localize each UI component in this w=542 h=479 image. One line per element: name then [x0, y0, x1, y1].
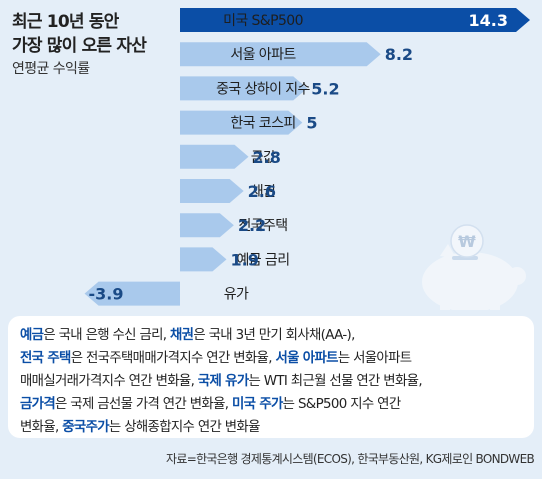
- note-line: 금가격은 국제 금선물 가격 연간 변화율, 미국 주가는 S&P500 지수 …: [20, 393, 522, 416]
- note-keyword: 중국주가: [62, 420, 109, 435]
- category-label: 서울 아파트: [230, 47, 296, 63]
- note-text: 매매실거래가격지수 연간 변화율,: [20, 374, 198, 389]
- bar: [84, 281, 180, 306]
- note-text: 은 국제 금선물 가격 연간 변화율,: [55, 397, 232, 412]
- note-line: 예금은 국내 은행 수신 금리, 채권은 국내 3년 만기 회사채(AA-),: [20, 324, 522, 347]
- note-keyword: 전국 주택: [20, 351, 71, 366]
- note-text: 은 전국주택매매가격지수 연간 변화율,: [70, 351, 276, 366]
- value-label: 2.8: [253, 148, 281, 167]
- note-text: 는 S&P500 지수 연간: [282, 397, 401, 412]
- value-label: -3.9: [89, 285, 124, 304]
- category-label: 중국 상하이 지수: [216, 81, 310, 97]
- bar: [180, 76, 308, 101]
- note-keyword: 예금: [20, 328, 44, 343]
- note-text: 는 WTI 최근월 선물 연간 변화율,: [248, 374, 423, 389]
- bar-chart: ₩ 미국 S&P500 14.3 서울 아파트 8.2 중국 상하이 지수 5.2 한국 코…: [84, 8, 530, 310]
- category-label: 예금 금리: [237, 252, 290, 268]
- note-keyword: 국제 유가: [197, 374, 249, 389]
- value-label: 5.2: [311, 79, 339, 98]
- note-text: 변화율,: [20, 420, 63, 435]
- category-label: 한국 코스피: [230, 116, 295, 132]
- category-label: 채권: [251, 184, 276, 200]
- note-keyword: 채권: [170, 328, 194, 343]
- note-keyword: 금가격: [20, 397, 56, 412]
- value-label: 8.2: [385, 45, 413, 64]
- note-text: 는 서울아파트: [337, 351, 412, 366]
- bar: [180, 247, 227, 272]
- note-line: 매매실거래가격지수 연간 변화율, 국제 유가는 WTI 최근월 선물 연간 변…: [20, 370, 522, 393]
- coin-symbol: ₩: [458, 232, 476, 251]
- chart-title: 최근 10년 동안 가장 많이 오른 자산: [12, 10, 147, 58]
- note-text: 은 국내 은행 수신 금리,: [43, 328, 171, 343]
- category-label: 유가: [224, 287, 249, 303]
- bar: [180, 144, 249, 169]
- category-label: 미국 S&P500: [223, 13, 303, 29]
- note-keyword: 미국 주가: [231, 397, 283, 412]
- note-line: 변화율, 중국주가는 상해종합지수 연간 변화율: [20, 416, 522, 439]
- bar: [180, 110, 303, 135]
- source-text: 자료=한국은행 경제통계시스템(ECOS), 한국부동산원, KG제로인 BON…: [166, 452, 535, 466]
- value-label: 14.3: [469, 11, 508, 30]
- definitions-note: 예금은 국내 은행 수신 금리, 채권은 국내 3년 만기 회사채(AA-), 전…: [8, 316, 534, 438]
- note-text: 는 상해종합지수 연간 변화율: [108, 420, 261, 435]
- bar: [180, 8, 530, 32]
- title-line-2: 가장 많이 오른 자산: [12, 36, 147, 56]
- value-label: 2.2: [238, 216, 266, 235]
- note-text: 은 국내 3년 만기 회사채(AA-),: [193, 328, 355, 343]
- chart-subtitle: 연평균 수익률: [12, 61, 90, 77]
- note-line: 전국 주택은 전국주택매매가격지수 연간 변화율, 서울 아파트는 서울아파트: [20, 347, 522, 370]
- won-coin-icon: ₩: [450, 224, 484, 258]
- value-label: 2.6: [248, 182, 276, 201]
- bar: [180, 213, 234, 238]
- note-keyword: 서울 아파트: [275, 351, 338, 366]
- value-label: 5: [306, 114, 317, 133]
- value-label: 1.9: [231, 250, 259, 269]
- title-line-1: 최근 10년 동안: [12, 12, 119, 32]
- category-label: 금값: [251, 150, 276, 166]
- bar: [180, 179, 244, 203]
- bar: [180, 42, 381, 67]
- category-label: 전국주택: [238, 218, 287, 234]
